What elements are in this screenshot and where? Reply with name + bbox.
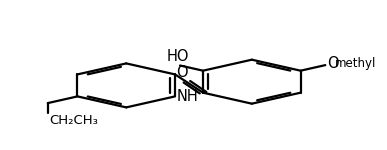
Text: methyl: methyl	[335, 57, 377, 70]
Text: HO: HO	[167, 49, 189, 64]
Text: NH: NH	[176, 89, 198, 104]
Text: O: O	[176, 64, 188, 80]
Text: O: O	[327, 56, 339, 71]
Text: CH₂CH₃: CH₂CH₃	[50, 114, 99, 127]
